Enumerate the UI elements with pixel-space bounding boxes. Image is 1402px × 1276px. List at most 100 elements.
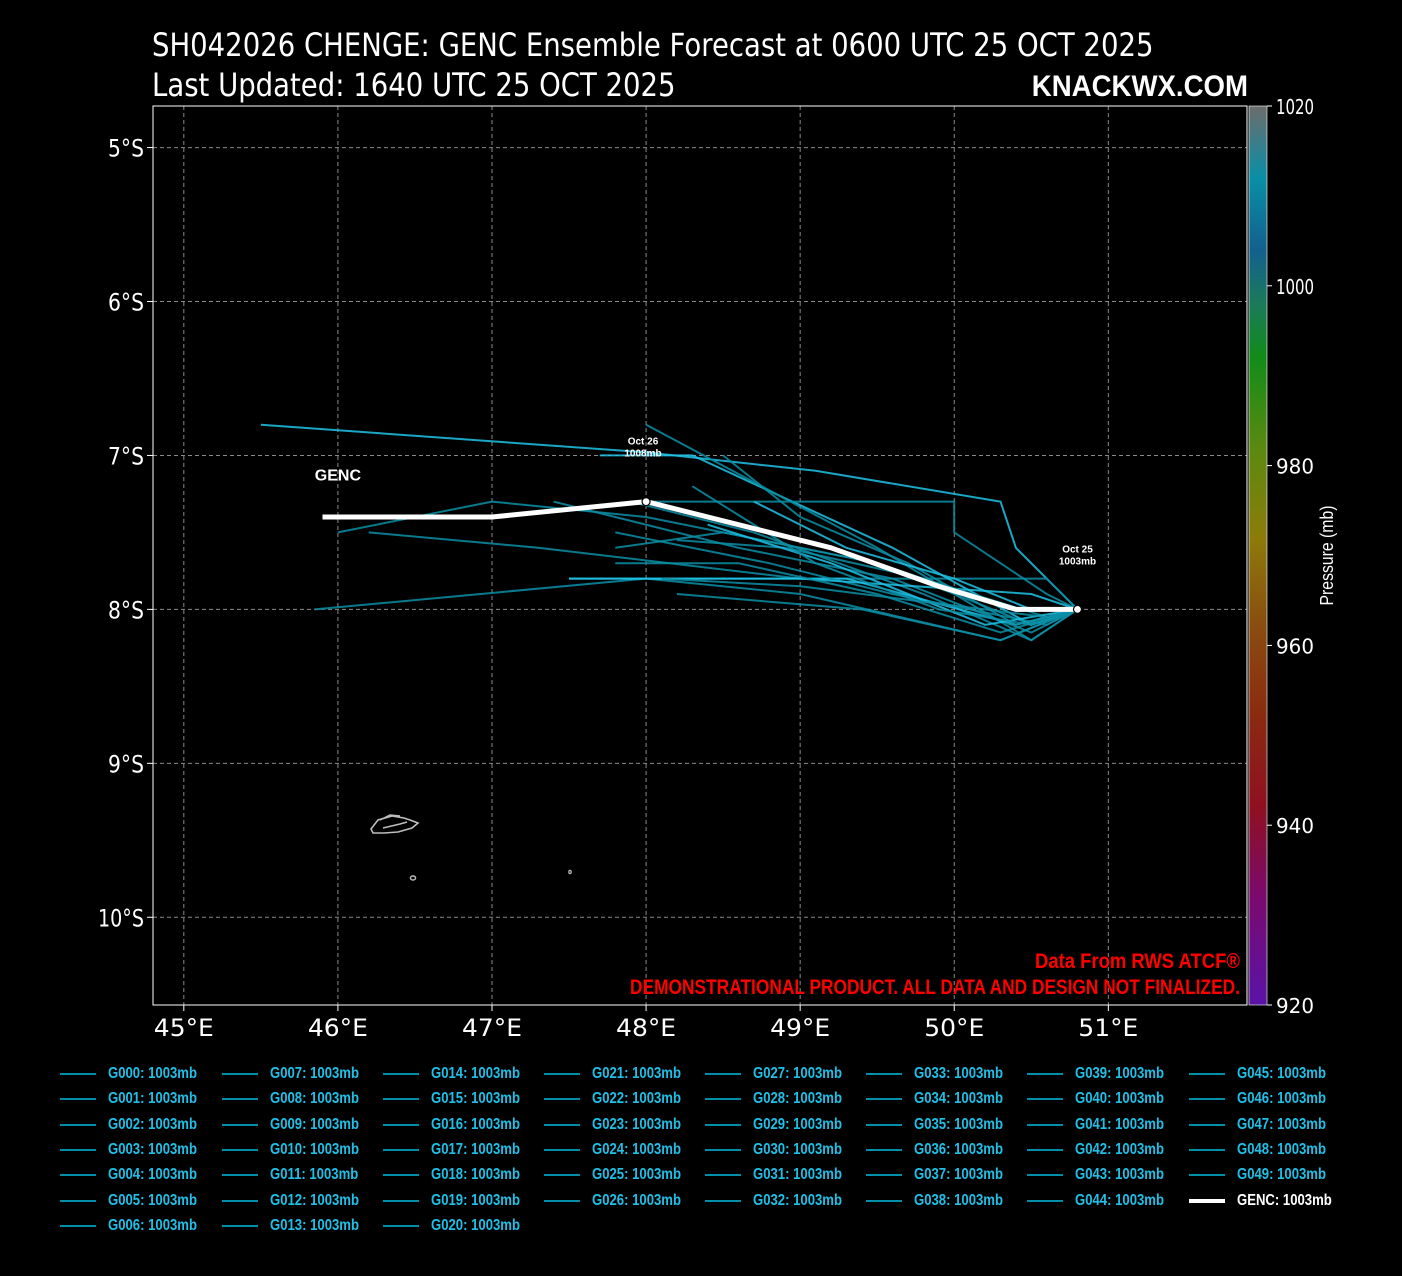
legend-swatch — [705, 1174, 741, 1177]
legend-label: G040: 1003mb — [1075, 1090, 1164, 1108]
legend-swatch — [544, 1073, 580, 1075]
legend-swatch — [1027, 1073, 1063, 1075]
coastline-islands — [370, 814, 572, 881]
legend-swatch — [222, 1123, 258, 1126]
legend-swatch — [60, 1073, 96, 1075]
legend-swatch — [1027, 1148, 1063, 1151]
legend-item: G017: 1003mb — [383, 1138, 540, 1162]
legend-swatch — [544, 1123, 580, 1126]
legend-label: G030: 1003mb — [753, 1140, 842, 1158]
legend-swatch — [60, 1224, 96, 1227]
legend-swatch — [222, 1224, 258, 1227]
legend-swatch — [383, 1224, 419, 1227]
track-point-marker — [1072, 604, 1083, 614]
legend-swatch — [1027, 1098, 1063, 1101]
legend-swatch — [1189, 1198, 1225, 1203]
legend-swatch — [383, 1098, 419, 1101]
legend-item: G035: 1003mb — [866, 1113, 1023, 1137]
legend-label: G012: 1003mb — [270, 1191, 359, 1209]
legend-item: G004: 1003mb — [60, 1163, 217, 1187]
legend-swatch — [222, 1098, 258, 1101]
legend-item: G028: 1003mb — [705, 1087, 862, 1111]
legend-label: G013: 1003mb — [270, 1216, 359, 1234]
legend-label: G032: 1003mb — [753, 1191, 842, 1209]
legend-swatch — [222, 1148, 258, 1151]
legend-label: G002: 1003mb — [108, 1115, 197, 1133]
legend-item: G044: 1003mb — [1027, 1189, 1184, 1213]
legend-item: G030: 1003mb — [705, 1138, 862, 1162]
legend-swatch — [866, 1174, 902, 1177]
legend-item: G043: 1003mb — [1027, 1163, 1184, 1187]
legend-item: G023: 1003mb — [544, 1113, 701, 1137]
legend-item: G045: 1003mb — [1189, 1062, 1346, 1086]
legend-label: G031: 1003mb — [753, 1166, 842, 1184]
islet-outline — [568, 869, 572, 875]
colorbar-tick-label: 920 — [1276, 994, 1314, 1018]
x-tick-label: 49°E — [770, 1014, 830, 1042]
legend-item: G016: 1003mb — [383, 1113, 540, 1137]
legend-item: G046: 1003mb — [1189, 1087, 1346, 1111]
legend-swatch — [866, 1199, 902, 1202]
legend-item: G036: 1003mb — [866, 1138, 1023, 1162]
legend-label: G024: 1003mb — [592, 1140, 681, 1158]
legend-item: G038: 1003mb — [866, 1189, 1023, 1213]
disclaimer: Data From RWS ATCF® DEMONSTRATIONAL PRODU… — [630, 950, 1240, 999]
legend-swatch — [383, 1174, 419, 1177]
legend-item: G025: 1003mb — [544, 1163, 701, 1187]
legend-label: G020: 1003mb — [431, 1216, 520, 1234]
legend-item: G040: 1003mb — [1027, 1087, 1184, 1111]
legend-item: G005: 1003mb — [60, 1189, 217, 1213]
legend-label: G003: 1003mb — [108, 1140, 197, 1158]
legend-swatch — [60, 1123, 96, 1126]
track-point-pressure-label: 1003mb — [1059, 556, 1096, 567]
genc-label: GENC — [315, 468, 362, 485]
legend-item: G019: 1003mb — [383, 1189, 540, 1213]
colorbar-tick-label: 1000 — [1276, 275, 1314, 299]
legend-label: G008: 1003mb — [270, 1090, 359, 1108]
legend-item: G014: 1003mb — [383, 1062, 540, 1086]
legend-item: G042: 1003mb — [1027, 1138, 1184, 1162]
legend-item: G033: 1003mb — [866, 1062, 1023, 1086]
legend-item: G037: 1003mb — [866, 1163, 1023, 1187]
legend-label: G039: 1003mb — [1075, 1065, 1164, 1082]
legend-item: G008: 1003mb — [222, 1087, 379, 1111]
legend-label: G036: 1003mb — [914, 1140, 1003, 1158]
legend-label: G000: 1003mb — [108, 1065, 197, 1082]
legend-label: G042: 1003mb — [1075, 1140, 1164, 1158]
chart-subtitle: Last Updated: 1640 UTC 25 OCT 2025 — [152, 66, 676, 104]
ensemble-track-line — [646, 500, 1078, 611]
y-tick-label: 7°S — [108, 442, 144, 470]
legend-swatch — [705, 1148, 741, 1151]
legend-label: G015: 1003mb — [431, 1090, 520, 1108]
legend-label: G048: 1003mb — [1237, 1140, 1326, 1158]
legend-swatch — [222, 1073, 258, 1075]
legend-item: G012: 1003mb — [222, 1189, 379, 1213]
legend-swatch — [383, 1148, 419, 1151]
legend-label: G007: 1003mb — [270, 1065, 359, 1082]
legend-label: G025: 1003mb — [592, 1166, 681, 1184]
ensemble-track-line — [569, 577, 1078, 611]
legend-label: G006: 1003mb — [108, 1216, 197, 1234]
x-tick-label: 50°E — [924, 1014, 984, 1042]
legend-item: G007: 1003mb — [222, 1062, 379, 1086]
legend-swatch — [1027, 1174, 1063, 1177]
legend-swatch — [1189, 1148, 1225, 1151]
legend-swatch — [1027, 1199, 1063, 1202]
legend-item: G032: 1003mb — [705, 1189, 862, 1213]
legend-item: GENC: 1003mb — [1189, 1189, 1353, 1213]
legend-item: G003: 1003mb — [60, 1138, 217, 1162]
track-point-marker — [641, 497, 651, 507]
chart-title: SH042026 CHENGE: GENC Ensemble Forecast … — [152, 26, 1154, 64]
y-tick-label: 10°S — [98, 904, 144, 932]
legend-item: G048: 1003mb — [1189, 1138, 1346, 1162]
x-tick-label: 45°E — [154, 1014, 214, 1042]
legend-label: G033: 1003mb — [914, 1065, 1003, 1082]
legend-label: G043: 1003mb — [1075, 1166, 1164, 1184]
legend-label: G016: 1003mb — [431, 1115, 520, 1133]
legend-label: G026: 1003mb — [592, 1191, 681, 1209]
colorbar-label: Pressure (mb) — [1317, 506, 1337, 606]
pressure-colorbar: 1020 1000 980 960 940 920 Pressure (mb) — [1248, 95, 1337, 1018]
legend-item: G041: 1003mb — [1027, 1113, 1184, 1137]
brand-logo-text: KNACKWX.COM — [1031, 70, 1248, 103]
